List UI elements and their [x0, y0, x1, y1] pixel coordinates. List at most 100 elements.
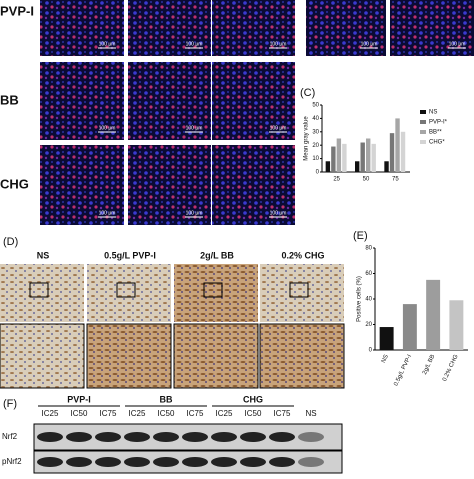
bar	[426, 279, 441, 350]
protein-label: Nrf2	[2, 432, 18, 441]
ihc-zoom	[86, 323, 172, 389]
blot-band	[37, 432, 63, 442]
ihc-zoom	[259, 323, 345, 389]
lane-label: IC75	[187, 409, 204, 418]
group-label: BB	[160, 394, 173, 404]
x-tick-label: 50	[363, 177, 370, 183]
y-tick-label: 60	[365, 271, 372, 277]
legend-label: PVP-I*	[429, 120, 448, 126]
scale-bar-label: 100 μm	[270, 210, 287, 216]
blot-band	[153, 457, 179, 467]
blot-band	[240, 457, 266, 467]
ihc-image	[260, 264, 344, 322]
y-tick-label: 80	[365, 246, 372, 252]
ihc-image	[174, 264, 258, 322]
blot-band	[211, 432, 237, 442]
lane-label: IC50	[245, 409, 262, 418]
blot-band	[269, 432, 295, 442]
bar	[342, 143, 347, 172]
protein-label: pNrf2	[2, 457, 22, 466]
row-label: PVP-I	[0, 3, 34, 18]
y-tick-label: 10	[312, 156, 319, 162]
blot-band	[124, 457, 150, 467]
lane-label: IC50	[158, 409, 175, 418]
scale-bar-label: 100 μm	[99, 125, 116, 131]
column-label: NS	[37, 250, 50, 260]
scale-bar-label: 100 μm	[270, 125, 287, 131]
panel-label: (D)	[3, 236, 18, 248]
blot-band	[298, 457, 324, 467]
column-label: 0.5g/L PVP-I	[104, 250, 156, 260]
scale-bar-label: 100 μm	[270, 41, 287, 47]
y-tick-label: 30	[312, 129, 319, 135]
lane-label: IC75	[274, 409, 291, 418]
blot-band	[95, 457, 121, 467]
scale-bar-label: 100 μm	[361, 41, 378, 47]
blot-band	[240, 432, 266, 442]
legend-swatch	[420, 110, 426, 114]
bar	[379, 327, 394, 350]
fluorescence-image	[128, 0, 211, 56]
blot-band	[66, 457, 92, 467]
legend-swatch	[420, 120, 426, 124]
ihc-zoom	[173, 323, 259, 389]
y-axis-label: Mean gray value	[304, 116, 310, 161]
row-label: CHG	[0, 176, 29, 191]
bar	[384, 161, 389, 172]
bar	[325, 161, 331, 172]
panel-label: (C)	[300, 87, 315, 99]
fluorescence-image	[390, 0, 474, 56]
zoom-box	[29, 282, 49, 298]
fluorescence-image	[40, 62, 124, 140]
x-tick-label: 0.5g/L PVP-I	[393, 354, 413, 387]
fluorescence-image	[212, 62, 295, 140]
bar	[366, 138, 371, 172]
bar	[400, 131, 406, 172]
blot-band	[182, 457, 208, 467]
zoom-box	[116, 282, 136, 298]
legend-label: CHG*	[429, 140, 445, 146]
fluorescence-image	[40, 145, 124, 225]
blot-band	[37, 457, 63, 467]
x-tick-label: NS	[381, 354, 390, 364]
ihc-image	[0, 264, 84, 322]
zoom-box	[203, 282, 223, 298]
bar	[371, 143, 376, 172]
y-tick-label: 0	[369, 348, 373, 354]
bar	[389, 133, 395, 172]
x-tick-label: 75	[392, 177, 399, 183]
y-tick-label: 20	[312, 143, 319, 149]
scale-bar-label: 100 μm	[186, 125, 203, 131]
blot-band	[211, 457, 237, 467]
lane-label: IC50	[71, 409, 88, 418]
bar	[331, 146, 336, 172]
group-label: CHG	[243, 394, 263, 404]
blot-band	[95, 432, 121, 442]
scale-bar-label: 100 μm	[186, 41, 203, 47]
blot-band	[153, 432, 179, 442]
bar	[402, 304, 417, 350]
blot-band	[66, 432, 92, 442]
fluorescence-image	[128, 62, 211, 140]
lane-label: IC75	[100, 409, 117, 418]
scale-bar-label: 100 μm	[99, 41, 116, 47]
fluorescence-image	[128, 145, 211, 225]
panel-label: (F)	[3, 398, 17, 410]
y-tick-label: 0	[316, 170, 320, 176]
column-label: 0.2% CHG	[281, 250, 324, 260]
bar	[336, 138, 342, 172]
lane-label: NS	[305, 409, 316, 418]
fluorescence-image	[40, 0, 124, 56]
ihc-zoom	[0, 323, 85, 389]
y-tick-label: 50	[312, 103, 319, 109]
blot-band	[182, 432, 208, 442]
lane-label: IC25	[42, 409, 59, 418]
fluorescence-image	[212, 0, 295, 56]
group-label: PVP-I	[67, 394, 91, 404]
legend-label: BB**	[429, 130, 442, 136]
ihc-image	[87, 264, 171, 322]
y-tick-label: 40	[312, 116, 319, 122]
bar	[395, 118, 400, 172]
legend-swatch	[420, 130, 426, 134]
